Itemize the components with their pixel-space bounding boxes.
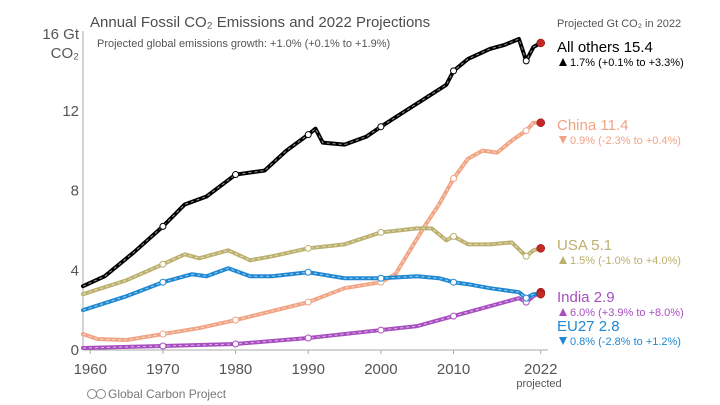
legend-change-eu27: 0.8% (-2.8% to +1.2%) [570, 336, 681, 348]
decade-marker [159, 342, 167, 350]
x-axis-ticks: 1960 1970 1980 1990 2000 2010 2022 [74, 350, 557, 378]
projection-point [536, 289, 545, 299]
series-india [81, 287, 545, 351]
decade-marker [522, 57, 530, 65]
projection-point [536, 118, 545, 127]
x-tick-label: 1960 [74, 361, 107, 378]
legend-name-india: India 2.9 [557, 289, 615, 306]
series-all-others [81, 36, 545, 289]
triangle-up-icon [559, 308, 567, 316]
decade-marker [450, 312, 458, 320]
series-line-dash [82, 122, 541, 341]
right-header: Projected Gt CO₂ in 2022 [557, 18, 681, 30]
decade-marker [377, 326, 385, 334]
decade-marker [377, 274, 385, 282]
decade-marker [450, 175, 458, 183]
y-axis-label-bottom: CO₂ [51, 45, 80, 62]
projection-point [536, 244, 545, 253]
decade-marker [304, 244, 312, 252]
legend-change-all-others: 1.7% (+0.1% to +3.3%) [570, 57, 684, 69]
decade-marker [522, 294, 530, 302]
y-axis-label-top: 16 Gt [42, 26, 80, 43]
triangle-up-icon [559, 256, 567, 264]
series-line-dash [82, 267, 541, 311]
legend-change-china: 0.9% (-2.3% to +0.4%) [570, 135, 681, 147]
chart-subtitle: Projected global emissions growth: +1.0%… [97, 38, 390, 50]
series-china [81, 118, 545, 343]
y-tick-label: 4 [71, 262, 79, 279]
x-tick-label: 1970 [146, 361, 179, 378]
series-line [81, 266, 543, 313]
legend: All others 15.41.7% (+0.1% to +3.3%) Chin… [557, 39, 684, 348]
legend-name-all-others: All others 15.4 [557, 39, 653, 56]
series-line [81, 120, 543, 343]
decade-marker [450, 67, 458, 75]
x-tick-label: 2000 [364, 361, 397, 378]
decade-marker [159, 260, 167, 268]
x-tick-label: 2010 [437, 361, 470, 378]
decade-marker [159, 222, 167, 230]
triangle-down-icon [559, 337, 567, 345]
triangle-up-icon [559, 58, 567, 66]
decade-marker [232, 340, 240, 348]
decade-marker [304, 268, 312, 276]
series-usa [81, 226, 545, 297]
cc-by-icon [87, 389, 106, 399]
decade-marker [159, 330, 167, 338]
series-line [81, 36, 543, 289]
decade-marker [450, 278, 458, 286]
decade-marker [304, 334, 312, 342]
decade-marker [450, 232, 458, 240]
decade-marker [232, 171, 240, 179]
x-tick-label: 1980 [219, 361, 252, 378]
x-tick-label: 2022 [524, 361, 557, 378]
x-tick-label: 1990 [292, 361, 325, 378]
chart-title: Annual Fossil CO₂ Emissions and 2022 Pro… [90, 14, 430, 31]
legend-change-india: 6.0% (+3.9% to +8.0%) [570, 307, 684, 319]
decade-marker [304, 131, 312, 139]
decade-marker [377, 228, 385, 236]
decade-marker [377, 123, 385, 131]
decade-marker [522, 252, 530, 260]
y-tick-label: 8 [71, 183, 79, 200]
decade-marker [159, 278, 167, 286]
decade-marker [304, 298, 312, 306]
legend-name-eu27: EU27 2.8 [557, 318, 620, 335]
credit-text: Global Carbon Project [108, 387, 227, 401]
series-layer [81, 36, 545, 351]
series-eu27 [81, 266, 545, 313]
projection-point [536, 38, 545, 48]
projected-label: projected [516, 378, 561, 390]
legend-change-usa: 1.5% (-1.0% to +4.0%) [570, 255, 681, 267]
y-axis-ticks: 0 4 8 12 [62, 103, 79, 359]
legend-name-china: China 11.4 [557, 117, 628, 134]
triangle-down-icon [559, 136, 567, 144]
legend-name-usa: USA 5.1 [557, 237, 612, 254]
y-tick-label: 0 [71, 342, 79, 359]
decade-marker [232, 316, 240, 324]
decade-marker [522, 127, 530, 135]
y-tick-label: 12 [62, 103, 79, 120]
